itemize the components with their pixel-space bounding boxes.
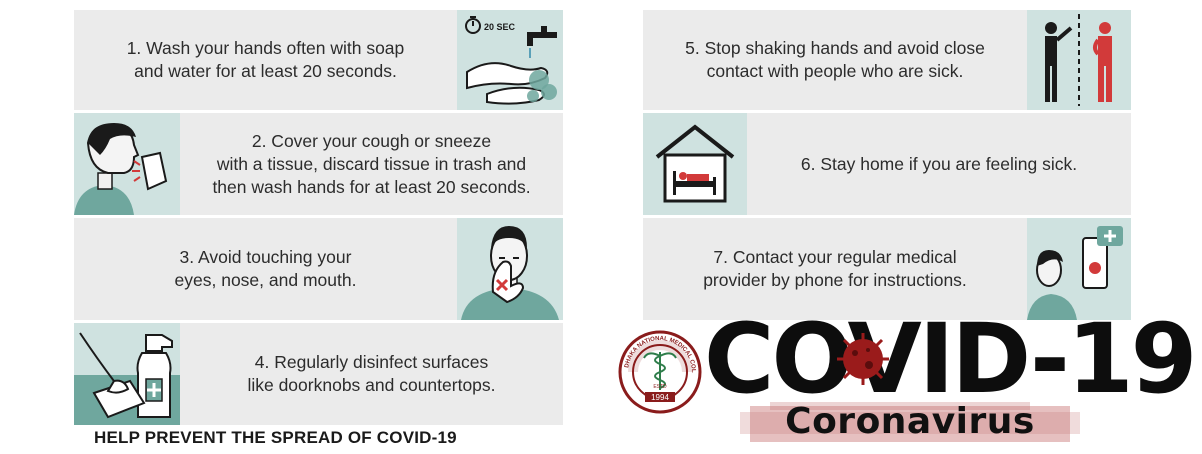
- step-4-line-2: like doorknobs and countertops.: [247, 375, 496, 395]
- virus-icon: [835, 331, 891, 387]
- stay-home-icon: [643, 113, 747, 215]
- logo-estd: ESTD: [653, 384, 667, 390]
- step-4-text: 4. Regularly disinfect surfaces like doo…: [180, 323, 563, 425]
- coronavirus-banner: Coronavirus: [740, 398, 1080, 448]
- step-3-line-2: eyes, nose, and mouth.: [174, 270, 357, 290]
- step-7-line-1: 7. Contact your regular medical: [713, 247, 957, 267]
- social-distance-icon: [1027, 10, 1131, 110]
- step-2-line-2: with a tissue, discard tissue in trash a…: [216, 153, 527, 174]
- step-2-line-3: then wash hands for at least 20 seconds.: [212, 176, 531, 197]
- step-3-text: 3. Avoid touching your eyes, nose, and m…: [74, 218, 457, 320]
- disinfect-spray-icon: [74, 323, 180, 425]
- handwashing-icon: 20 SEC: [457, 10, 563, 110]
- covid-title: COVID-19: [704, 303, 1197, 415]
- sneeze-tissue-icon: [74, 113, 180, 215]
- step-2-text: 2. Cover your cough or sneeze with a tis…: [180, 113, 563, 215]
- step-5-line-2: contact with people who are sick.: [706, 61, 964, 81]
- step-7-line-2: provider by phone for instructions.: [703, 270, 967, 290]
- step-3-line-1: 3. Avoid touching your: [179, 247, 352, 267]
- step-1-line-2: and water for at least 20 seconds.: [134, 61, 397, 81]
- college-logo: 1994 ESTD DHAKA NATIONAL MEDICAL COLLEGE: [616, 326, 702, 414]
- step-5-line-1: 5. Stop shaking hands and avoid close: [685, 38, 985, 58]
- logo-year: 1994: [651, 393, 669, 402]
- step-4-line-1: 4. Regularly disinfect surfaces: [254, 352, 489, 372]
- timer-label: 20 SEC: [484, 22, 516, 32]
- phone-doctor-icon: [1027, 218, 1131, 320]
- step-6-text: 6. Stay home if you are feeling sick.: [747, 113, 1131, 215]
- step-5-text: 5. Stop shaking hands and avoid close co…: [643, 10, 1027, 110]
- no-face-touch-icon: [457, 218, 563, 320]
- step-2-line-1: 2. Cover your cough or sneeze: [251, 130, 492, 151]
- step-1-text: 1. Wash your hands often with soap and w…: [74, 10, 457, 110]
- step-6-line-1: 6. Stay home if you are feeling sick.: [800, 153, 1078, 174]
- step-7-text: 7. Contact your regular medical provider…: [643, 218, 1027, 320]
- footer-title: HELP PREVENT THE SPREAD OF COVID-19: [94, 428, 457, 447]
- step-1-line-1: 1. Wash your hands often with soap: [126, 38, 405, 58]
- coronavirus-subtitle: Coronavirus: [785, 401, 1035, 442]
